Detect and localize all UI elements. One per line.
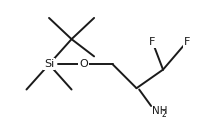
Text: NH: NH bbox=[152, 106, 168, 116]
Text: 2: 2 bbox=[161, 110, 166, 119]
Text: F: F bbox=[149, 37, 156, 47]
Text: F: F bbox=[184, 37, 190, 47]
Text: Si: Si bbox=[44, 59, 54, 69]
Text: O: O bbox=[79, 59, 88, 69]
